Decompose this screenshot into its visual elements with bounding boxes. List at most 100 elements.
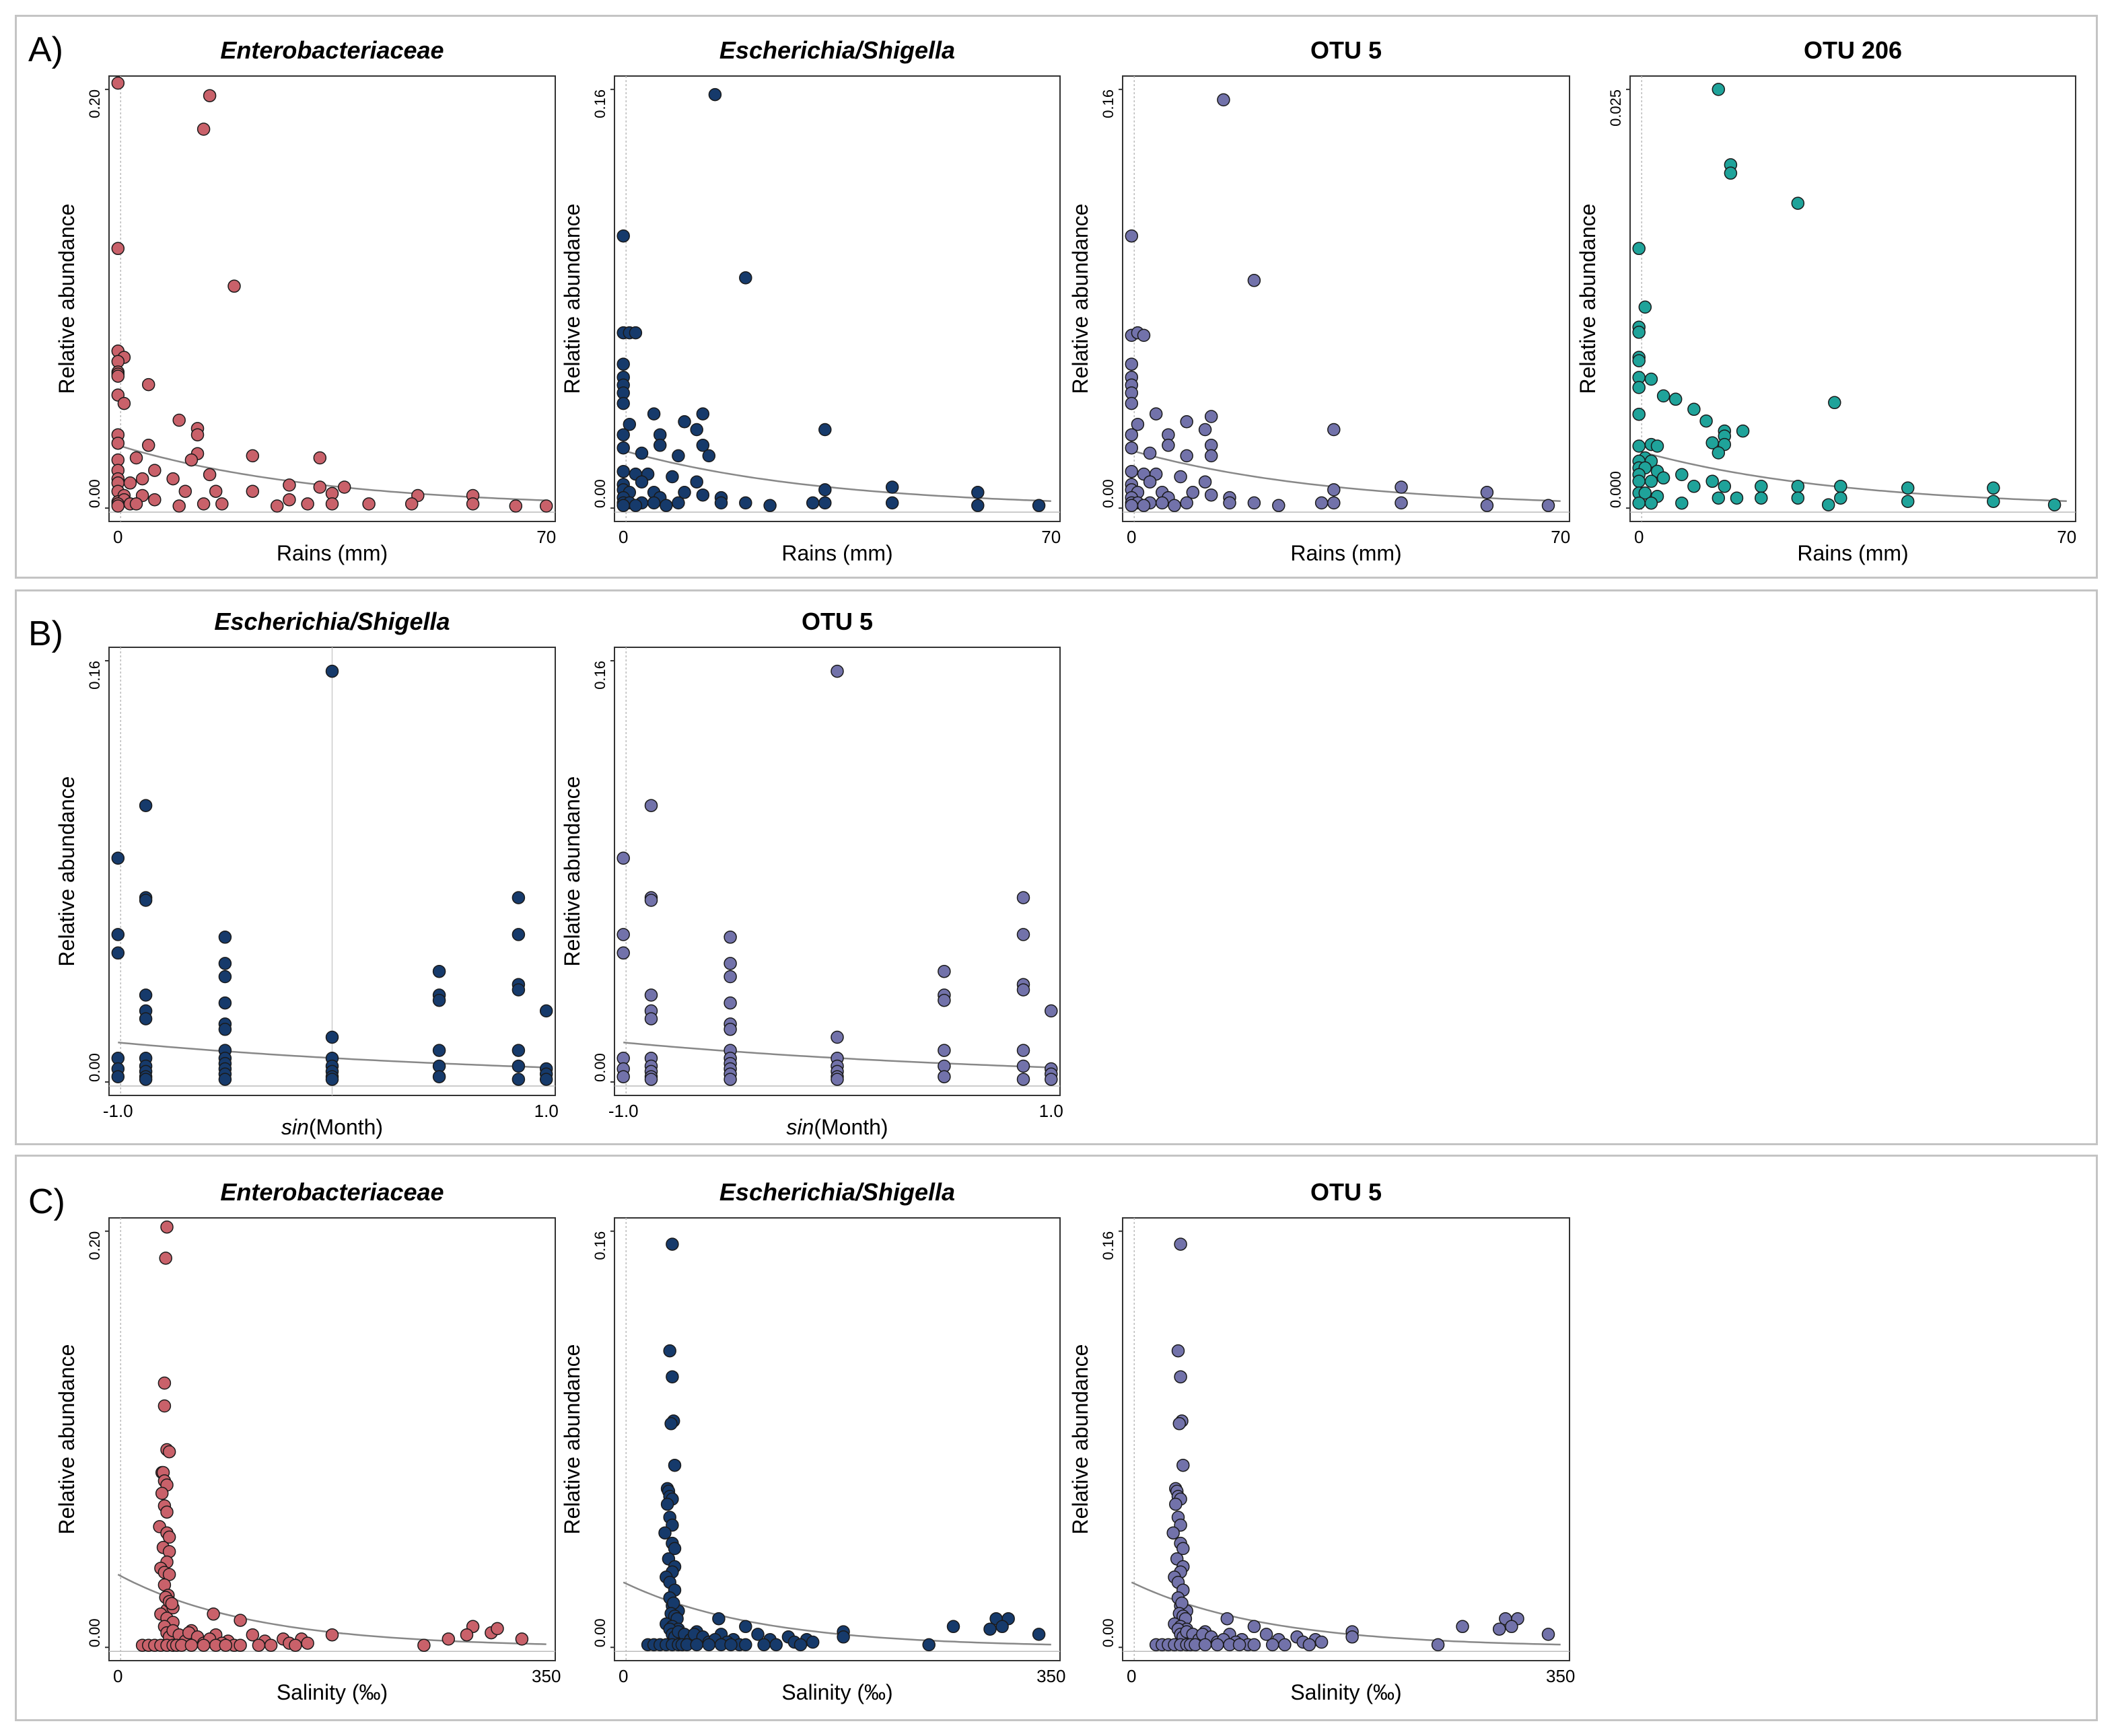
data-point — [724, 1073, 737, 1086]
data-point — [139, 988, 153, 1002]
x-tick-label: 350 — [1546, 1666, 1575, 1686]
data-point — [178, 484, 192, 498]
y-tick-label: 0.00 — [1100, 1618, 1117, 1647]
y-tick-label: 0.16 — [1100, 1231, 1117, 1260]
data-point — [668, 1542, 682, 1556]
data-point — [663, 1344, 676, 1358]
data-point — [629, 326, 643, 340]
data-point — [111, 946, 125, 960]
chart-title: OTU 5 — [1310, 1178, 1382, 1206]
data-point — [794, 1638, 808, 1652]
data-point — [301, 497, 314, 511]
data-point — [218, 931, 232, 944]
data-point — [166, 472, 180, 486]
data-point — [1156, 496, 1169, 510]
y-axis-label: Relative abundance — [55, 204, 79, 394]
y-axis-label: Relative abundance — [560, 1344, 584, 1535]
y-axis-label: Relative abundance — [1576, 204, 1600, 394]
data-point — [218, 957, 232, 970]
data-point — [141, 439, 155, 452]
y-tick-label: 0.00 — [1100, 479, 1117, 508]
data-point — [129, 497, 143, 511]
chart-title: Escherichia/Shigella — [719, 36, 955, 64]
data-point — [1223, 496, 1236, 510]
data-point — [971, 486, 985, 499]
data-point — [666, 1370, 679, 1383]
data-point — [1480, 499, 1494, 513]
x-tick-label: 0 — [1127, 527, 1136, 547]
chart-title: OTU 5 — [1310, 36, 1382, 64]
data-point — [1045, 1004, 1058, 1018]
data-point — [1718, 480, 1732, 493]
chart-title: OTU 206 — [1804, 36, 1902, 64]
plot-frame — [1122, 1217, 1570, 1661]
data-point — [724, 1638, 738, 1652]
data-point — [644, 894, 658, 907]
data-point — [1675, 496, 1689, 510]
data-point — [160, 1505, 174, 1519]
data-point — [1247, 1638, 1261, 1652]
data-point — [539, 499, 553, 513]
data-point — [757, 1638, 771, 1652]
y-axis-label: Relative abundance — [1068, 204, 1092, 394]
data-point — [658, 1526, 672, 1540]
panel-c-frame — [15, 1155, 2098, 1721]
data-point — [696, 488, 710, 502]
data-point — [1180, 496, 1193, 510]
data-point — [1395, 480, 1408, 494]
data-point — [751, 1628, 765, 1641]
data-point — [218, 1073, 232, 1086]
data-point — [1345, 1630, 1359, 1644]
plot-frame — [1629, 75, 2076, 522]
data-point — [1821, 498, 1835, 511]
data-point — [1169, 1497, 1183, 1511]
panel-label-b: B) — [28, 614, 63, 653]
y-tick-label: 0.00 — [86, 479, 103, 508]
data-point — [1247, 274, 1261, 287]
data-point — [184, 453, 199, 467]
data-point — [1204, 449, 1218, 463]
data-point — [1166, 1526, 1180, 1540]
x-tick-label: 70 — [1041, 527, 1061, 547]
chart-a-2: Escherichia/Shigella Relative abundance 0.… — [560, 36, 1061, 565]
data-point — [1174, 470, 1187, 484]
data-point — [1032, 1628, 1046, 1641]
data-point — [111, 851, 125, 865]
data-point — [1045, 1073, 1058, 1086]
data-point — [1125, 396, 1139, 410]
data-point — [1675, 468, 1689, 482]
data-point — [1278, 1638, 1292, 1652]
chart-c-8: Escherichia/Shigella Relative abundance 0.… — [560, 1178, 1065, 1704]
data-point — [1755, 491, 1768, 505]
data-point — [1541, 499, 1555, 513]
data-point — [1125, 441, 1139, 455]
data-point — [1016, 1044, 1030, 1057]
data-point — [1016, 891, 1030, 904]
data-point — [696, 407, 710, 421]
data-point — [184, 1638, 199, 1652]
data-point — [313, 451, 327, 465]
x-tick-label: 70 — [536, 527, 556, 547]
data-point — [337, 480, 351, 494]
data-point — [148, 464, 162, 477]
data-point — [227, 279, 241, 293]
data-point — [515, 1632, 529, 1646]
data-point — [724, 970, 737, 984]
data-point — [1656, 389, 1670, 403]
data-point — [1143, 446, 1157, 460]
x-axis-label: Rains (mm) — [781, 541, 892, 565]
data-point — [806, 496, 820, 510]
data-point — [1668, 392, 1683, 406]
panel-label-a: A) — [28, 30, 63, 69]
data-point — [1327, 483, 1341, 497]
data-point — [1632, 326, 1646, 339]
x-axis-label: Rains (mm) — [1797, 541, 1908, 565]
data-point — [1016, 983, 1030, 997]
data-point — [155, 1486, 169, 1500]
data-point — [1232, 1638, 1246, 1652]
x-tick-label: 350 — [1036, 1666, 1065, 1686]
chart-c-7: Enterobacteriaceae Relative abundance 0.00… — [55, 1178, 561, 1704]
chart-b-6: OTU 5 Relative abundance 0.00 0.16 -1.0 1.0 si… — [560, 608, 1063, 1139]
data-point — [769, 1638, 783, 1652]
data-point — [111, 242, 125, 256]
